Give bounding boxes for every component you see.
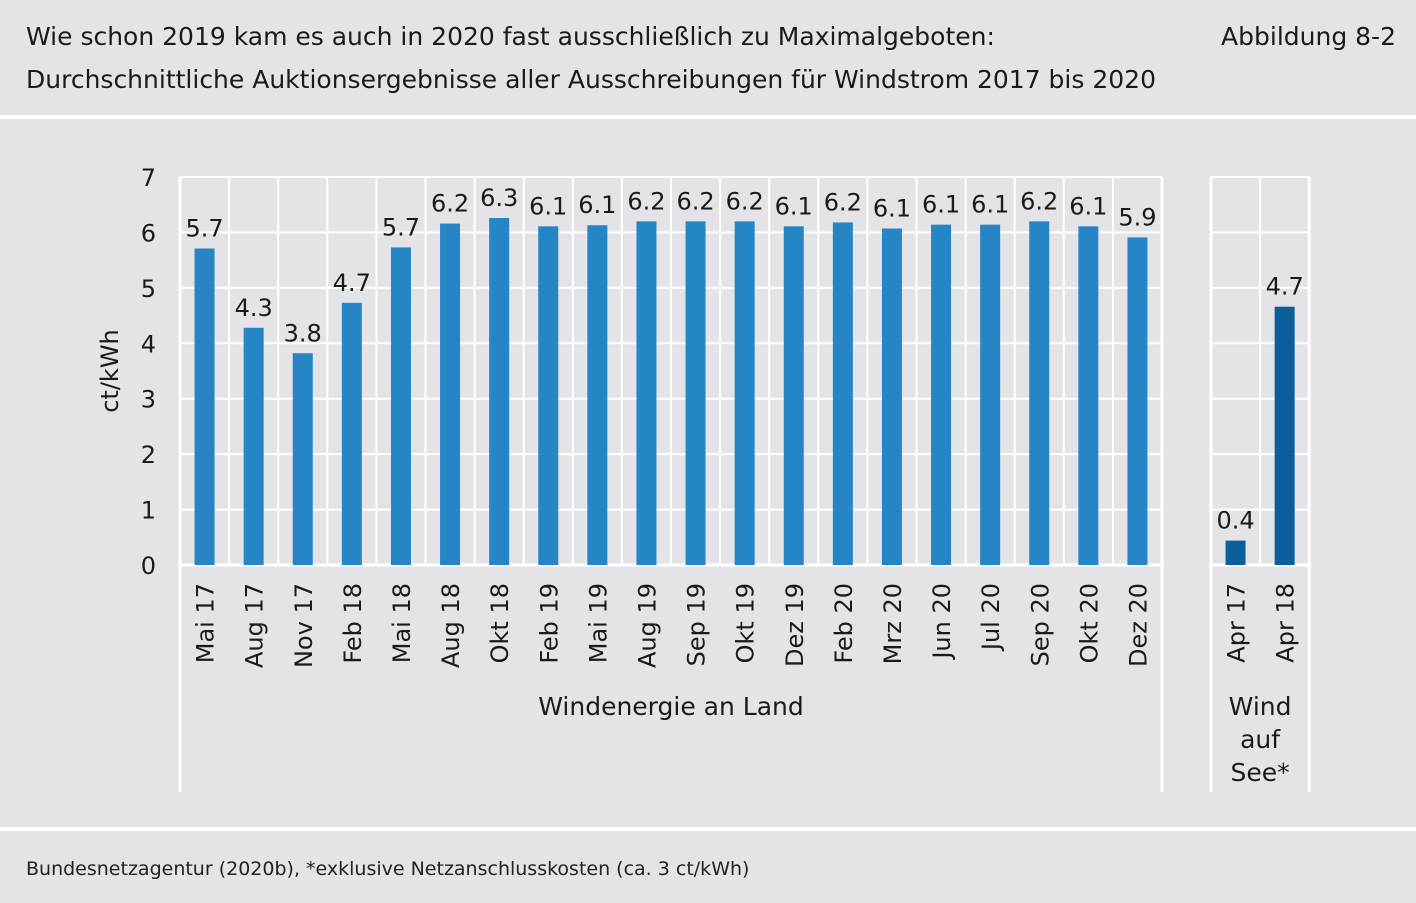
x-tick-label: Okt 20 [1075, 583, 1103, 663]
chart-title: Wie schon 2019 kam es auch in 2020 fast … [26, 22, 995, 51]
bar [243, 327, 264, 565]
y-tick-label: 7 [141, 164, 156, 192]
header-divider [0, 115, 1416, 119]
chart-header: Wie schon 2019 kam es auch in 2020 fast … [0, 0, 1416, 116]
data-label: 6.2 [824, 188, 862, 216]
data-label: 5.7 [185, 215, 223, 243]
data-label: 6.1 [529, 192, 567, 220]
x-tick-label: Feb 19 [535, 583, 563, 664]
data-label: 5.9 [1118, 203, 1156, 231]
data-label: 6.1 [578, 191, 616, 219]
group-label: See* [1231, 758, 1290, 787]
bar [538, 226, 559, 565]
x-tick-label: Sep 20 [1026, 583, 1054, 666]
group-label: auf [1240, 725, 1281, 754]
x-tick-label: Aug 17 [241, 583, 269, 668]
data-label: 6.2 [627, 187, 665, 215]
x-tick-label: Mai 19 [584, 583, 612, 663]
data-label: 4.3 [235, 294, 273, 322]
bar [1029, 221, 1050, 565]
data-label: 6.1 [971, 191, 1009, 219]
bar [194, 248, 215, 565]
bar [636, 221, 657, 565]
bar [440, 223, 461, 565]
x-tick-label: Apr 18 [1272, 583, 1300, 663]
data-label: 5.7 [382, 213, 420, 241]
x-tick-label: Mai 18 [388, 583, 416, 663]
x-tick-label: Dez 19 [781, 583, 809, 667]
x-tick-label: Mai 17 [192, 583, 220, 663]
data-label: 4.7 [333, 269, 371, 297]
bar [685, 221, 706, 565]
x-tick-label: Jun 20 [928, 583, 956, 661]
group-label: Wind [1229, 692, 1292, 721]
y-axis-label: ct/kWh [96, 329, 124, 413]
bar [980, 224, 1001, 565]
bar [1225, 540, 1246, 565]
chart-subtitle: Durchschnittliche Auktionsergebnisse all… [26, 65, 1156, 94]
data-label: 6.2 [1020, 187, 1058, 215]
bar [587, 225, 608, 566]
y-tick-label: 0 [141, 552, 156, 580]
y-tick-label: 2 [141, 441, 156, 469]
x-tick-label: Nov 17 [290, 583, 318, 668]
bar [931, 224, 952, 565]
y-tick-label: 1 [141, 497, 156, 525]
data-label: 6.3 [480, 184, 518, 212]
x-tick-label: Apr 17 [1223, 583, 1251, 663]
bar [1127, 237, 1148, 565]
x-tick-label: Mrz 20 [879, 583, 907, 664]
y-tick-label: 5 [141, 275, 156, 303]
footer-divider [0, 827, 1416, 831]
x-tick-label: Feb 20 [830, 583, 858, 664]
bar [341, 302, 362, 565]
bar [292, 353, 313, 565]
bar [1274, 306, 1295, 565]
y-tick-label: 3 [141, 386, 156, 414]
y-tick-label: 4 [141, 330, 156, 358]
data-label: 0.4 [1216, 507, 1254, 535]
x-tick-label: Jul 20 [977, 583, 1005, 652]
bar [734, 221, 755, 565]
bar [783, 226, 804, 565]
x-tick-label: Dez 20 [1124, 583, 1152, 667]
data-label: 6.1 [775, 192, 813, 220]
data-label: 4.7 [1266, 273, 1304, 301]
x-tick-label: Sep 19 [683, 583, 711, 666]
x-tick-label: Okt 18 [486, 583, 514, 663]
data-label: 3.8 [284, 319, 322, 347]
figure-label: Abbildung 8-2 [1221, 22, 1396, 51]
bar [1078, 226, 1099, 565]
source-note: Bundesnetzagentur (2020b), *exklusive Ne… [26, 858, 750, 880]
group-label: Windenergie an Land [538, 692, 804, 721]
data-label: 6.1 [873, 195, 911, 223]
y-tick-label: 6 [141, 219, 156, 247]
data-label: 6.2 [676, 187, 714, 215]
x-tick-label: Aug 19 [633, 583, 661, 668]
bar [489, 218, 510, 565]
bar [881, 228, 902, 565]
data-label: 6.2 [726, 187, 764, 215]
x-tick-label: Okt 19 [732, 583, 760, 663]
bar-chart: 0 1 2 3 4 5 6 7 ct/kWh 5.7 Mai 17 4.3 Aug 17 3.8 Nov 1… [96, 164, 1312, 792]
bar [832, 222, 853, 566]
bar [390, 247, 411, 565]
data-label: 6.1 [922, 191, 960, 219]
x-tick-label: Feb 18 [339, 583, 367, 664]
data-label: 6.1 [1069, 192, 1107, 220]
data-label: 6.2 [431, 190, 469, 218]
x-tick-label: Aug 18 [437, 583, 465, 668]
